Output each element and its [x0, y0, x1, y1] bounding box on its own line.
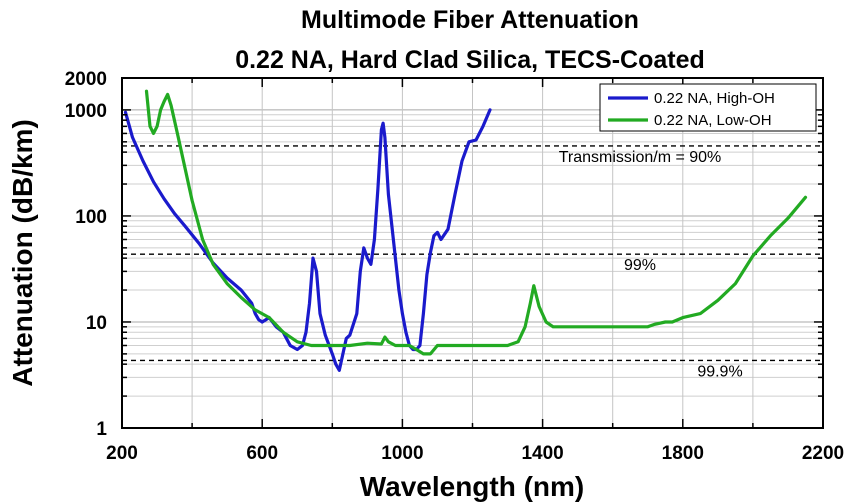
chart-title: Multimode Fiber Attenuation: [301, 6, 639, 34]
y-tick-label: 1: [96, 419, 107, 440]
y-axis-label: Attenuation (dB/km): [7, 119, 38, 387]
legend-label: 0.22 NA, High-OH: [654, 90, 775, 107]
transmission-annotation: 99.9%: [697, 363, 742, 380]
y-tick-label: 100: [75, 207, 107, 228]
series-line: [123, 108, 492, 372]
axis-ticks: 200 600 1000 1400 1800 2200 1 10 100 1000 2000: [65, 69, 844, 464]
legend: 0.22 NA, High-OH 0.22 NA, Low-OH: [599, 83, 817, 132]
x-tick-label: 1800: [662, 443, 704, 464]
x-tick-label: 1000: [381, 443, 423, 464]
series-line: [144, 89, 808, 356]
legend-box: [599, 83, 817, 132]
x-tick-label: 1400: [521, 443, 563, 464]
grid: [122, 77, 823, 428]
x-tick-label: 2200: [802, 443, 844, 464]
y-tick-label: 1000: [65, 101, 107, 122]
x-axis-label: Wavelength (nm): [360, 471, 585, 502]
x-tick-label: 600: [246, 443, 278, 464]
transmission-annotation: 99%: [624, 257, 656, 274]
y-tick-label: 2000: [65, 69, 107, 90]
y-tick-label: 10: [86, 313, 107, 334]
series-lines: [123, 89, 808, 372]
x-tick-label: 200: [106, 443, 138, 464]
transmission-annotation: Transmission/m = 90%: [559, 149, 722, 166]
legend-label: 0.22 NA, Low-OH: [654, 112, 772, 129]
chart-subtitle: 0.22 NA, Hard Clad Silica, TECS-Coated: [235, 46, 705, 74]
annotations: Transmission/m = 90% 99% 99.9%: [559, 149, 743, 380]
